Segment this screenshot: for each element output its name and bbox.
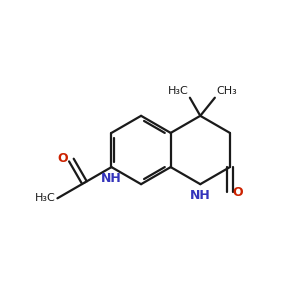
Text: H₃C: H₃C — [168, 85, 188, 96]
Text: NH: NH — [100, 172, 121, 185]
Text: O: O — [232, 186, 243, 199]
Text: O: O — [58, 152, 68, 165]
Text: CH₃: CH₃ — [216, 85, 237, 96]
Text: H₃C: H₃C — [35, 193, 56, 203]
Text: NH: NH — [190, 189, 211, 202]
